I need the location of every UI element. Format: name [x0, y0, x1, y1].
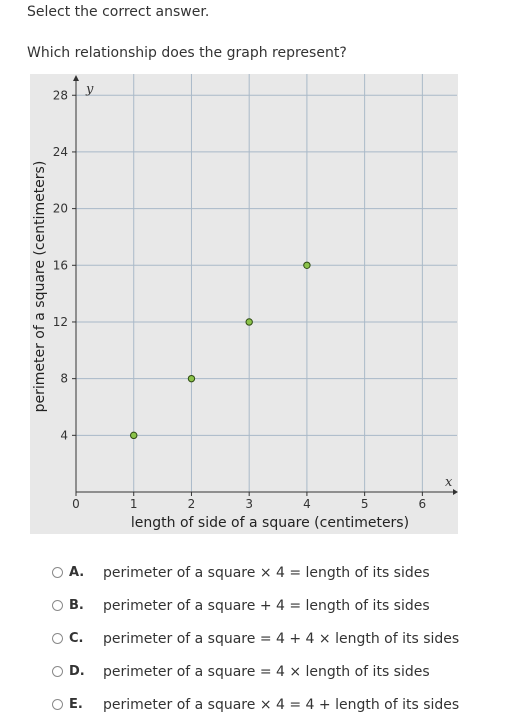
x-tick-label: 4	[303, 497, 311, 511]
y-tick-label: 20	[53, 202, 68, 216]
radio-button[interactable]	[52, 633, 63, 644]
data-point	[245, 318, 253, 326]
data-point	[187, 374, 196, 383]
y-tick-label: 12	[53, 315, 68, 329]
y-axis-letter: y	[85, 82, 94, 97]
y-axis-title: perimeter of a square (centimeters)	[32, 161, 48, 413]
radio-button[interactable]	[52, 567, 63, 578]
option-text: perimeter of a square × 4 = length of it…	[103, 564, 430, 581]
option-text: perimeter of a square + 4 = length of it…	[103, 597, 430, 614]
answer-options: A. perimeter of a square × 4 = length of…	[52, 556, 512, 721]
y-tick-label: 8	[60, 372, 68, 386]
y-tick-label: 28	[53, 88, 68, 102]
option-letter: C.	[69, 631, 84, 646]
data-point	[130, 431, 138, 440]
x-tick-label: 0	[72, 497, 80, 511]
x-tick-label: 5	[361, 497, 369, 511]
instruction-text: Select the correct answer.	[27, 4, 210, 20]
option-e[interactable]: E. perimeter of a square × 4 = 4 + lengt…	[52, 688, 512, 721]
y-tick-label: 4	[60, 428, 68, 442]
y-axis-arrow	[73, 75, 79, 81]
chart-background	[30, 74, 458, 534]
chart: 0 1 2 3 4 5 6 4 8 12 16 20 24 28 x y length of side of a…	[30, 74, 458, 534]
x-axis-title: length of side of a square (centimeters)	[131, 515, 409, 531]
x-tick-label: 1	[130, 497, 138, 511]
radio-button[interactable]	[52, 666, 63, 677]
x-tick-label: 6	[419, 497, 427, 511]
radio-button[interactable]	[52, 699, 63, 710]
option-letter: A.	[69, 565, 85, 580]
x-tick-label: 3	[245, 497, 253, 511]
option-d[interactable]: D. perimeter of a square = 4 × length of…	[52, 655, 512, 688]
option-a[interactable]: A. perimeter of a square × 4 = length of…	[52, 556, 512, 589]
question-text: Which relationship does the graph repres…	[27, 45, 347, 61]
y-tick-label: 24	[53, 145, 68, 159]
option-b[interactable]: B. perimeter of a square + 4 = length of…	[52, 589, 512, 622]
option-letter: E.	[69, 697, 83, 712]
x-axis-arrow	[453, 489, 458, 495]
option-c[interactable]: C. perimeter of a square = 4 + 4 × lengt…	[52, 622, 512, 655]
x-tick-label: 2	[188, 497, 196, 511]
radio-button[interactable]	[52, 600, 63, 611]
option-text: perimeter of a square = 4 × length of it…	[103, 663, 430, 680]
y-tick-label: 16	[53, 258, 68, 272]
data-point	[303, 261, 311, 269]
option-text: perimeter of a square = 4 + 4 × length o…	[103, 630, 460, 647]
option-letter: D.	[69, 664, 85, 679]
option-letter: B.	[69, 598, 84, 613]
x-axis-letter: x	[445, 475, 453, 490]
option-text: perimeter of a square × 4 = 4 + length o…	[103, 696, 460, 713]
